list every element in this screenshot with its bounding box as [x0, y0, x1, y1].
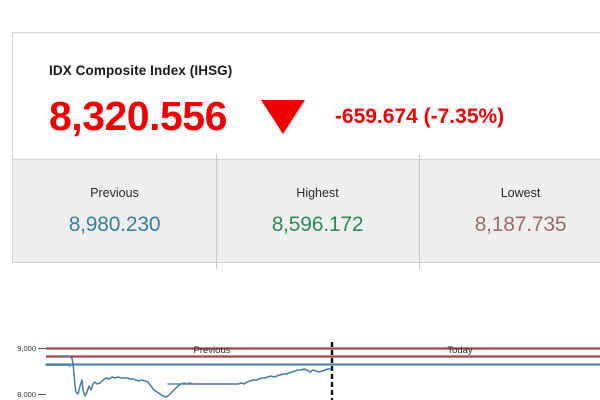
y-tick-label-lower: 8,000 — [17, 390, 36, 399]
stat-cell-previous: Previous 8,980.230 — [13, 180, 216, 243]
session-label-today: Today — [447, 345, 473, 356]
stat-cell-lowest: Lowest 8,187.735 — [419, 153, 600, 269]
stat-value-previous: 8,980.230 — [68, 212, 161, 236]
stat-label-lowest: Lowest — [500, 185, 541, 200]
page-title: IDX Composite Index (IHSG) — [49, 63, 233, 78]
intraday-chart[interactable]: 9,000 8,000 Previous Today — [0, 334, 600, 400]
price-change-value: -659.674 (-7.35%) — [334, 104, 505, 128]
stat-value-highest: 8,596.172 — [271, 212, 364, 236]
last-price-value: 8,320.556 — [49, 93, 227, 139]
quote-header: IDX Composite Index (IHSG) 8,320.556 -65… — [13, 33, 600, 159]
quote-card: IDX Composite Index (IHSG) 8,320.556 -65… — [12, 32, 600, 269]
price-row: 8,320.556 -659.674 (-7.35%) — [49, 96, 600, 137]
stat-label-highest: Highest — [296, 185, 339, 200]
stats-band: Previous 8,980.230 Highest 8,596.172 Low… — [13, 153, 600, 269]
stat-label-previous: Previous — [90, 185, 139, 200]
session-label-previous: Previous — [194, 345, 231, 356]
price-line-previous — [59, 355, 332, 398]
price-line-opening-spike — [45, 364, 71, 367]
y-tick-label-upper: 9,000 — [17, 344, 36, 353]
triangle-down-icon — [260, 99, 305, 134]
stat-value-lowest: 8,187.735 — [474, 212, 567, 236]
intraday-chart-svg: 9,000 8,000 Previous Today — [17, 342, 600, 400]
stat-cell-highest: Highest 8,596.172 — [216, 153, 419, 269]
